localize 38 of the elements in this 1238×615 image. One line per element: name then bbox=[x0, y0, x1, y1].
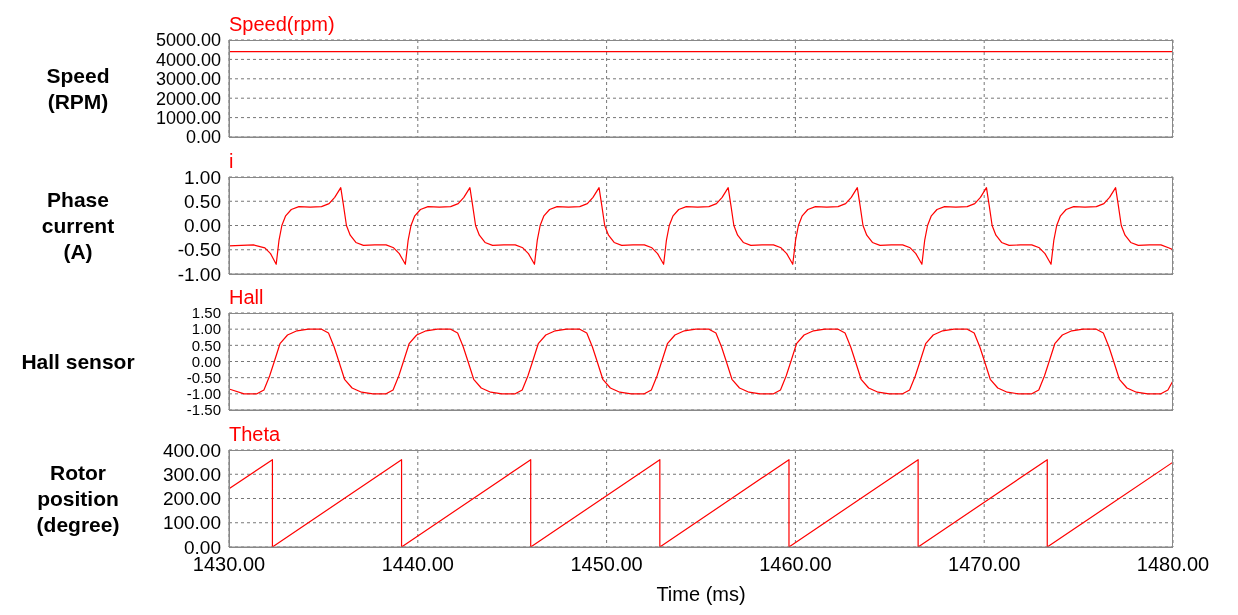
y-tick-label: 1000.00 bbox=[155, 107, 221, 128]
y-tick-label: 0.00 bbox=[185, 127, 221, 148]
y-tick-label: 0.50 bbox=[184, 190, 221, 212]
y-axis-title: Rotor position (degree) bbox=[36, 459, 120, 538]
y-tick-label: 5000.00 bbox=[155, 30, 221, 51]
y-axis-title: Hall sensor bbox=[21, 348, 135, 375]
y-tick-label: -1.00 bbox=[186, 385, 221, 403]
y-tick-label: -1.00 bbox=[177, 263, 221, 285]
series-label: Theta bbox=[229, 423, 281, 446]
y-axis-title: Speed (RPM) bbox=[46, 62, 110, 115]
x-axis-title: Time (ms) bbox=[655, 583, 747, 606]
series-label: Hall bbox=[229, 286, 264, 309]
y-tick-label: 2000.00 bbox=[155, 88, 221, 109]
y-tick-label: 0.00 bbox=[191, 352, 221, 370]
y-tick-label: -0.50 bbox=[177, 239, 221, 261]
x-tick-label: 1450.00 bbox=[570, 553, 643, 575]
x-tick-label: 1480.00 bbox=[1136, 553, 1210, 575]
y-tick-label: 0.50 bbox=[191, 336, 221, 354]
x-tick-label: 1470.00 bbox=[948, 553, 1021, 575]
y-axis-title: Phase current (A) bbox=[41, 186, 115, 265]
y-tick-label: 1.00 bbox=[191, 320, 221, 338]
y-tick-label: -1.50 bbox=[186, 401, 221, 419]
line-series bbox=[229, 328, 1173, 395]
x-tick-label: 1460.00 bbox=[759, 553, 832, 575]
line-series bbox=[229, 187, 1173, 265]
text: i bbox=[229, 150, 234, 173]
x-tick-label: 1440.00 bbox=[381, 553, 454, 575]
y-tick-label: 300.00 bbox=[162, 463, 221, 485]
y-tick-label: 100.00 bbox=[162, 512, 221, 534]
y-tick-label: 200.00 bbox=[162, 488, 221, 510]
y-tick-label: 0.00 bbox=[184, 215, 221, 237]
y-tick-label: -0.50 bbox=[186, 368, 221, 386]
y-tick-label: 3000.00 bbox=[155, 69, 221, 90]
y-tick-label: 1.50 bbox=[191, 304, 221, 322]
y-tick-label: 400.00 bbox=[162, 439, 221, 461]
y-tick-label: 1.00 bbox=[184, 166, 221, 188]
series-label: Speed(rpm) bbox=[229, 13, 335, 36]
y-tick-label: 4000.00 bbox=[155, 49, 221, 70]
